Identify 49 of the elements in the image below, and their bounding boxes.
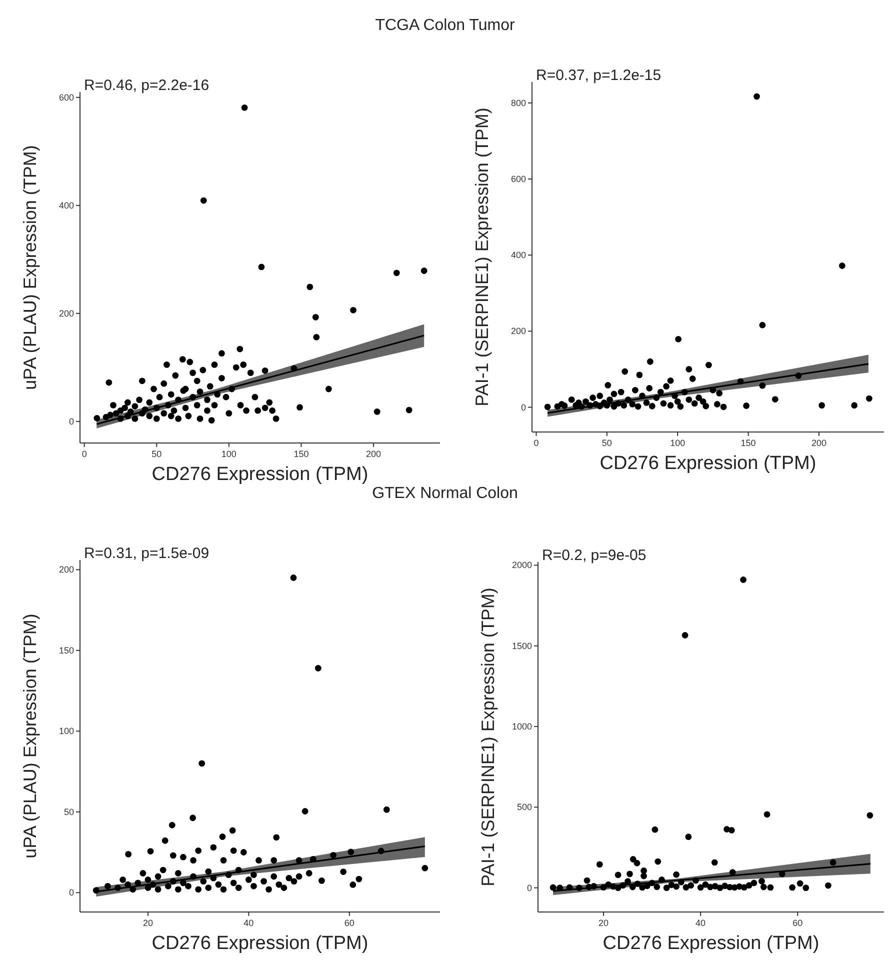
x-tick-label: 20 [598,918,609,928]
y-tick-label: 1000 [512,722,532,732]
y-tick-label: 0 [520,402,526,412]
x-tick-label: 200 [366,449,382,459]
y-axis-title: uPA (PLAU) Expression (TPM) [20,145,40,390]
x-tick-label: 50 [152,449,162,459]
x-axis-title: CD276 Expression (TPM) [152,464,368,485]
x-tick-label: 200 [811,438,826,448]
x-tick-label: 40 [244,918,254,928]
y-tick-label: 500 [516,802,532,812]
x-axis-title: CD276 Expression (TPM) [152,933,368,954]
y-tick-label: 600 [58,92,74,102]
x-tick-label: 150 [740,438,756,448]
y-tick-label: 0 [526,882,532,893]
x-tick-label: 0 [534,438,539,448]
y-tick-label: 1500 [512,640,532,651]
x-axis-title: CD276 Expression (TPM) [600,453,816,474]
annotation: R=0.37, p=1.2e-15 [536,67,662,84]
x-tick-label: 0 [82,449,87,459]
y-tick-label: 100 [58,726,74,736]
x-tick-label: 20 [142,918,153,928]
annotation: R=0.31, p=1.5e-09 [84,545,210,562]
y-axis-title: PAI-1 (SERPINE1) Expression (TPM) [472,108,492,406]
chart-title: TCGA Colon Tumor [375,17,516,34]
y-tick-label: 0 [68,416,74,426]
y-axis-title: PAI-1 (SERPINE1) Expression (TPM) [478,588,498,886]
x-tick-label: 100 [670,438,686,448]
y-tick-label: 200 [58,308,74,318]
y-tick-label: 200 [58,564,74,575]
y-axis-title: uPA (PLAU) Expression (TPM) [20,614,40,858]
x-tick-label: 100 [221,449,236,459]
y-tick-label: 800 [510,98,526,108]
annotation: R=0.46, p=2.2e-16 [84,77,210,94]
x-tick-label: 60 [792,918,803,928]
x-tick-label: 50 [602,438,612,448]
y-tick-label: 400 [510,250,526,260]
x-axis-title: CD276 Expression (TPM) [602,933,820,954]
x-tick-label: 40 [696,918,706,928]
y-tick-label: 400 [58,200,74,210]
x-tick-label: 150 [294,449,309,459]
x-tick-label: 60 [344,918,354,928]
y-tick-label: 50 [64,806,74,817]
y-tick-label: 2000 [512,560,532,570]
annotation: R=0.2, p=9e-05 [542,547,646,564]
y-tick-label: 200 [510,326,526,336]
chart-title: GTEX Normal Colon [372,485,518,502]
y-tick-label: 600 [510,174,526,184]
y-tick-label: 0 [68,888,74,898]
y-tick-label: 150 [58,645,74,656]
